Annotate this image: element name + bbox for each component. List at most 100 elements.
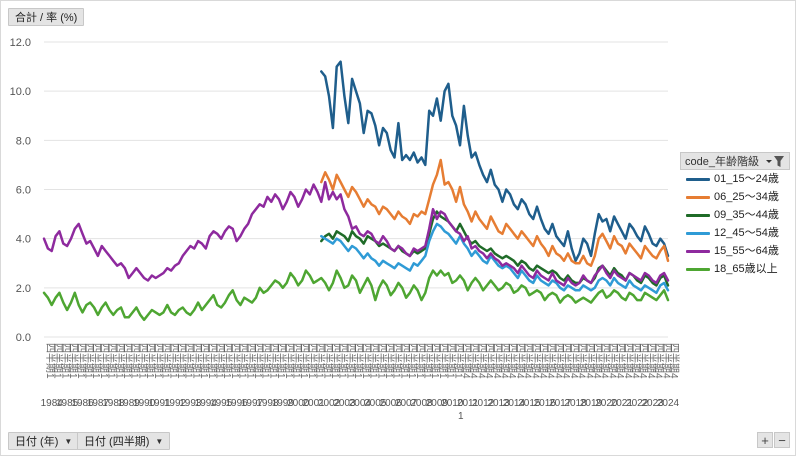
x-year-tick-label: 2012: [472, 398, 495, 409]
x-year-tick-label: 1984: [41, 398, 64, 409]
y-tick-label: 8.0: [16, 135, 31, 147]
x-quarter-tick-label: 四半期1: [160, 343, 173, 379]
legend-swatch: [686, 232, 710, 235]
legend-entry[interactable]: 06_25～34歳: [680, 188, 790, 206]
x-quarter-tick-label: 四半期4: [591, 343, 604, 379]
legend-label: 09_35～44歳: [714, 209, 779, 221]
collapse-button[interactable]: −: [774, 432, 790, 448]
series-layer: [42, 60, 670, 322]
x-year-tick-label: 2008: [410, 398, 433, 409]
x-quarter-tick-label: 四半期4: [653, 343, 666, 379]
x-quarter-tick-label: 四半期1: [167, 343, 180, 379]
x-quarter-tick-label: 四半期1: [136, 343, 149, 379]
chevron-down-icon: ▼: [155, 437, 164, 446]
x-quarter-tick-label: 四半期1: [267, 343, 280, 379]
x-quarter-tick-label: 四半期1: [121, 343, 134, 379]
x-year-tick-label: 2024: [657, 398, 680, 409]
legend-entry[interactable]: 01_15～24歳: [680, 170, 790, 188]
x-year-tick-label: 1990: [133, 398, 156, 409]
x-quarter-tick-label: 四半期1: [67, 343, 80, 379]
x-quarter-tick-label: 四半期4: [599, 343, 612, 379]
x-quarter-tick-label: 四半期1: [375, 343, 388, 379]
x-year-tick-label: 1986: [71, 398, 94, 409]
x-quarter-tick-label: 四半期1: [52, 343, 65, 379]
x-year-tick-label: 2016: [534, 398, 557, 409]
x-year-tick-label: 1994: [195, 398, 218, 409]
value-field-label: 合計 / 率 (%): [15, 12, 78, 24]
x-quarter-tick-label: 四半期4: [529, 343, 542, 379]
axis-field-quarter-button[interactable]: 日付 (四半期) ▼: [77, 432, 171, 450]
x-quarter-tick-label: 四半期1: [198, 343, 211, 379]
x-quarter-tick-label: 四半期4: [475, 343, 488, 379]
x-quarter-tick-label: 四半期1: [44, 343, 57, 379]
x-quarter-tick-label: 四半期1: [75, 343, 88, 379]
legend: code_年齢階級 01_15～24歳 06_25～34歳 09_35～44歳 12_…: [680, 152, 790, 278]
x-quarter-tick-label: 四半期4: [576, 343, 589, 379]
x-quarter-tick-label: 四半期1: [206, 343, 219, 379]
filter-icon[interactable]: [765, 155, 785, 174]
x-axis-ticks: 四半期1四半期11984四半期1四半期11985四半期1四半期11986四半期1…: [41, 343, 681, 409]
x-year-tick-label: 2022: [626, 398, 649, 409]
legend-swatch: [686, 268, 710, 271]
x-quarter-tick-label: 四半期1: [113, 343, 126, 379]
x-quarter-tick-label: 四半期1: [337, 343, 350, 379]
x-year-tick-label: 2002: [318, 398, 341, 409]
y-tick-label: 0.0: [16, 332, 31, 344]
series-line-12_45～54歳[interactable]: [320, 222, 670, 295]
x-quarter-tick-label: 四半期1: [344, 343, 357, 379]
x-quarter-tick-label: 四半期4: [568, 343, 581, 379]
x-quarter-tick-label: 四半期1: [175, 343, 188, 379]
legend-entry[interactable]: 09_35～44歳: [680, 206, 790, 224]
x-year-tick-label: 2023: [641, 398, 664, 409]
legend-label: 12_45～54歳: [714, 227, 779, 239]
x-year-tick-label: 2005: [364, 398, 387, 409]
x-year-tick-label: 2010: [441, 398, 464, 409]
x-quarter-tick-label: 四半期1: [221, 343, 234, 379]
x-year-tick-label: 2009: [426, 398, 449, 409]
legend-field-button[interactable]: code_年齢階級: [680, 152, 790, 170]
x-quarter-tick-label: 四半期4: [514, 343, 527, 379]
x-quarter-tick-label: 四半期1: [283, 343, 296, 379]
x-quarter-tick-label: 四半期1: [213, 343, 226, 379]
x-year-tick-label: 2020: [595, 398, 618, 409]
x-year-tick-label: 2004: [349, 398, 372, 409]
x-quarter-tick-label: 四半期4: [614, 343, 627, 379]
value-field-button[interactable]: 合計 / 率 (%): [8, 8, 85, 26]
x-quarter-tick-label: 四半期1: [437, 343, 450, 379]
legend-items: 01_15～24歳 06_25～34歳 09_35～44歳 12_45～54歳 15_5…: [680, 170, 790, 278]
x-year-tick-label: 2007: [395, 398, 418, 409]
x-year-tick-label: 2000: [287, 398, 310, 409]
x-year-tick-label: 1993: [179, 398, 202, 409]
series-line-01_15～24歳[interactable]: [320, 60, 670, 263]
legend-label: 18_65歳以上: [714, 263, 778, 275]
x-quarter-tick-label: 四半期4: [545, 343, 558, 379]
x-quarter-tick-label: 四半期4: [645, 343, 658, 379]
x-quarter-tick-label: 四半期4: [499, 343, 512, 379]
x-quarter-tick-label: 四半期1: [406, 343, 419, 379]
x-year-tick-label: 2001: [303, 398, 326, 409]
legend-label: 01_15～24歳: [714, 173, 779, 185]
x-quarter-tick-label: 四半期1: [398, 343, 411, 379]
series-line-15_55～64歳[interactable]: [42, 180, 670, 287]
legend-swatch: [686, 196, 710, 199]
x-year-tick-label: 2015: [518, 398, 541, 409]
legend-entry[interactable]: 18_65歳以上: [680, 260, 790, 278]
legend-entry[interactable]: 15_55～64歳: [680, 242, 790, 260]
x-quarter-tick-label: 四半期4: [560, 343, 573, 379]
x-quarter-tick-label: 四半期1: [291, 343, 304, 379]
x-quarter-tick-label: 四半期1: [244, 343, 257, 379]
x-quarter-tick-label: 四半期1: [421, 343, 434, 379]
series-line-06_25～34歳[interactable]: [320, 158, 670, 267]
series-line-18_65歳以上[interactable]: [42, 269, 670, 322]
expand-button[interactable]: +: [757, 432, 773, 448]
x-quarter-tick-label: 四半期4: [622, 343, 635, 379]
legend-swatch: [686, 250, 710, 253]
x-quarter-tick-label: 四半期1: [298, 343, 311, 379]
legend-label: 15_55～64歳: [714, 245, 779, 257]
axis-field-year-button[interactable]: 日付 (年) ▼: [8, 432, 80, 450]
x-quarter-tick-label: 四半期1: [152, 343, 165, 379]
x-quarter-tick-label: 四半期4: [537, 343, 550, 379]
legend-entry[interactable]: 12_45～54歳: [680, 224, 790, 242]
x-quarter-tick-label: 四半期1: [129, 343, 142, 379]
